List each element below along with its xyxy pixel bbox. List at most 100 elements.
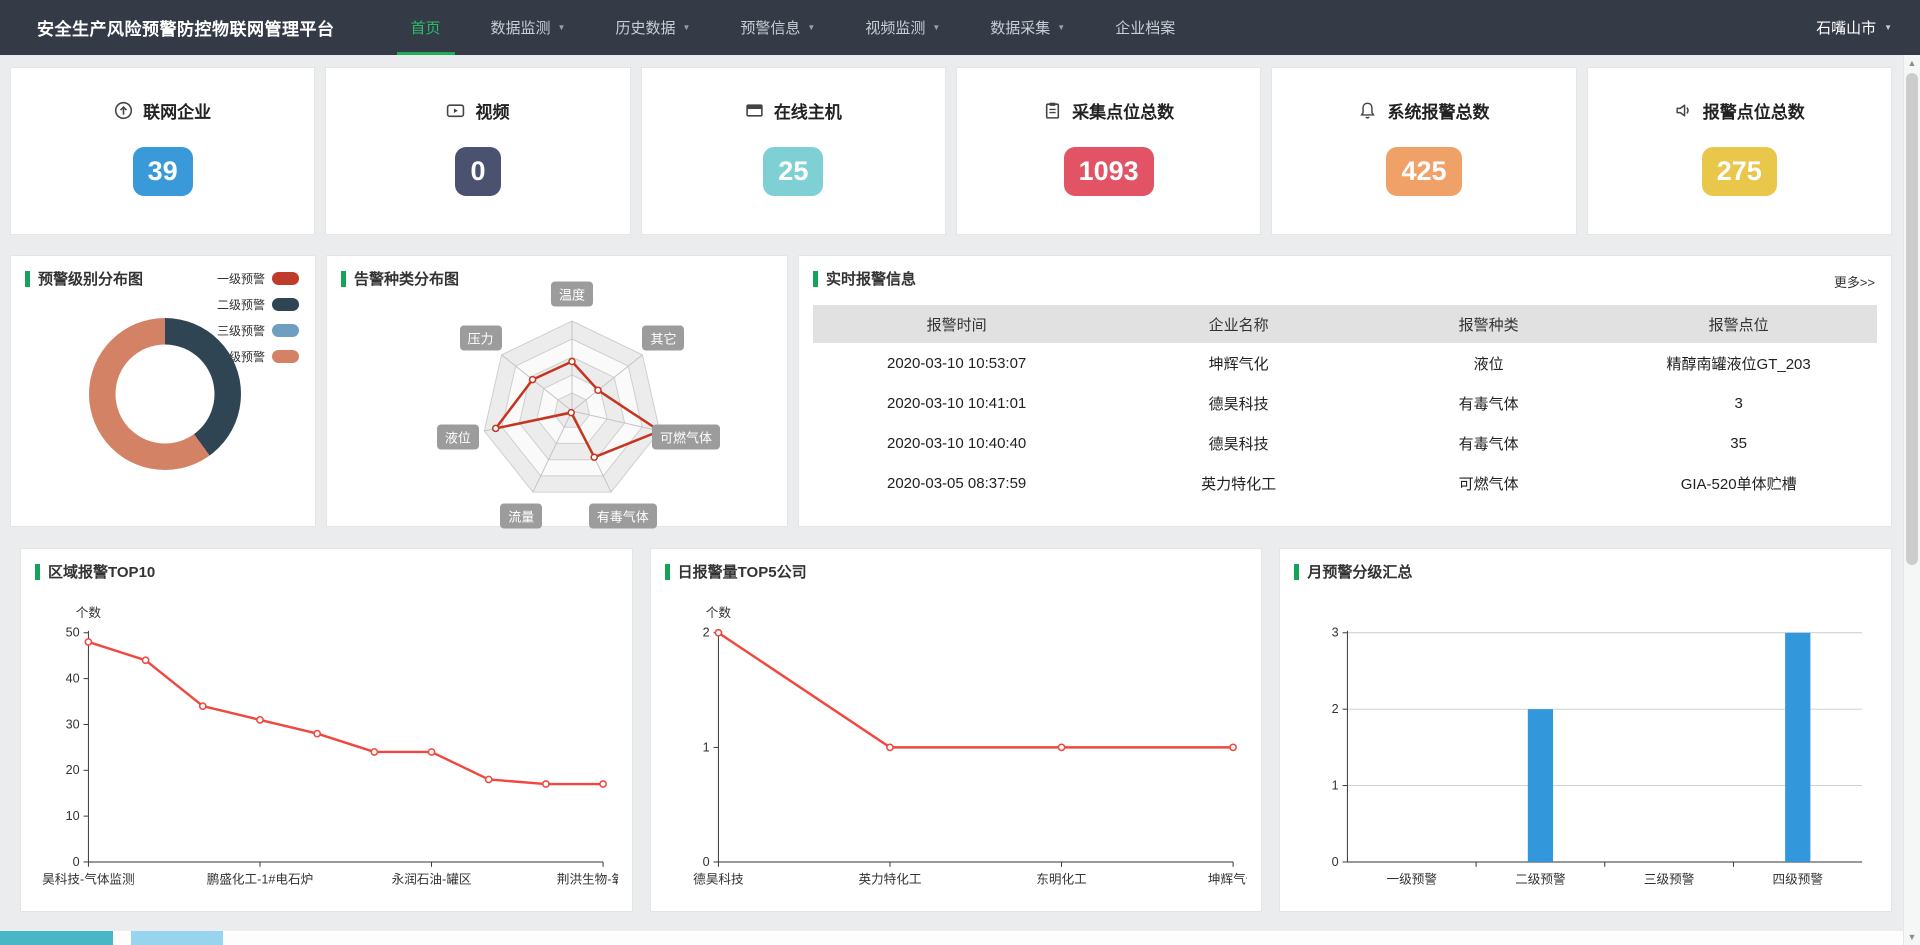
stat-value: 275: [1701, 147, 1777, 196]
nav-item-home[interactable]: 首页: [396, 0, 455, 55]
svg-text:50: 50: [66, 626, 80, 640]
stat-label: 在线主机: [773, 103, 842, 122]
alarm-time: 2020-03-10 10:40:40: [886, 434, 1027, 452]
radar-axis-label: 压力: [459, 325, 502, 351]
stat-value: 0: [455, 147, 501, 196]
app-title: 安全生产风险预警防控物联网管理平台: [37, 20, 335, 39]
vertical-scrollbar[interactable]: ▲ ▼: [1903, 55, 1920, 945]
svg-text:2: 2: [1332, 702, 1339, 716]
monitor-icon: [746, 104, 763, 117]
alarm-type: 液位: [1473, 355, 1504, 373]
table-row: 2020-03-05 08:37:59 英力特化工 可燃气体 GIA-520单体…: [813, 463, 1877, 503]
svg-text:0: 0: [73, 855, 80, 869]
nav-item-data-monitoring[interactable]: 数据监测 ▼: [477, 0, 580, 55]
legend-item: 三级预警: [217, 322, 299, 339]
warning-level-distribution-panel: 预警级别分布图 一级预警 二级预警 三级预警 四级预警: [10, 255, 316, 527]
table-row: 2020-03-10 10:53:07 坤辉气化 液位 精醇南罐液位GT_203: [813, 343, 1877, 383]
more-link[interactable]: 更多>>: [1833, 275, 1875, 290]
monthly-warning-summary-chart: 0 1 2 3 一级预警 二级预警 三级预警 四级预警: [1332, 626, 1863, 886]
svg-text:一级预警: 一级预警: [1387, 871, 1438, 886]
svg-text:永润石油-罐区: 永润石油-罐区: [392, 872, 472, 886]
stat-card-system-alarms: 系统报警总数 425: [1271, 67, 1577, 235]
nav-item-data-collection[interactable]: 数据采集 ▼: [976, 0, 1079, 55]
stat-card-collection-points: 采集点位总数 1093: [955, 67, 1262, 235]
radar-axis-label: 温度: [550, 281, 594, 307]
svg-text:30: 30: [66, 717, 80, 731]
column-header: 报警种类: [1458, 316, 1519, 334]
stats-row: 联网企业 39 视频 0 在线主机 25: [10, 67, 1892, 235]
clipboard-icon: [1046, 102, 1060, 119]
nav-item-history-data[interactable]: 历史数据 ▼: [601, 0, 704, 55]
svg-text:三级预警: 三级预警: [1644, 871, 1695, 886]
svg-text:个数: 个数: [76, 606, 102, 620]
footer-strip: [0, 931, 1903, 945]
title-accent-bar: [664, 563, 670, 580]
scroll-down-icon[interactable]: ▼: [1907, 932, 1917, 942]
nav-item-warning-info[interactable]: 预警信息 ▼: [726, 0, 829, 55]
alarm-type-distribution-panel: 告警种类分布图 温度其它可燃气体有毒气体 流量 液位 压力: [326, 255, 788, 529]
svg-text:东明化工: 东明化工: [1036, 872, 1086, 886]
warning-level-donut-chart: [89, 318, 241, 470]
title-accent-bar: [341, 270, 346, 287]
company-name: 德昊科技: [1208, 395, 1269, 413]
radar-axis-label: 可燃气体: [652, 424, 721, 450]
donut-hole: [115, 344, 215, 444]
svg-text:四级预警: 四级预警: [1773, 871, 1824, 886]
scroll-up-icon[interactable]: ▲: [1907, 58, 1917, 68]
radar-svg: [483, 320, 664, 493]
svg-text:40: 40: [66, 672, 80, 686]
region-alarm-top10-chart: 个数 0 10 20 30 40 50 昊科技-气体监测 鹏盛化工-1#电石炉 永润石油-罐区 荆洪…: [42, 606, 618, 886]
svg-text:英力特化工: 英力特化工: [858, 872, 921, 886]
alarm-point: 35: [1730, 434, 1747, 452]
svg-text:鹏盛化工-1#电石炉: 鹏盛化工-1#电石炉: [207, 872, 314, 886]
stat-card-alarm-points: 报警点位总数 275: [1586, 67, 1892, 235]
panel-title: 预警级别分布图: [25, 268, 301, 289]
nav-item-label: 企业档案: [1115, 20, 1176, 37]
panel-title: 日报警量TOP5公司: [664, 561, 1248, 582]
region-alarm-top10-panel: 区域报警TOP10 个数 0 10 20 30 40 50 昊科技-气体监测 鹏盛化工-1#电石…: [20, 548, 633, 912]
stat-value: 425: [1386, 147, 1462, 196]
chevron-down-icon: ▼: [1884, 23, 1892, 32]
radar-axis-label: 液位: [436, 424, 479, 450]
column-header: 报警点位: [1708, 316, 1769, 334]
legend-swatch: [272, 324, 299, 337]
radar-axis-label: 有毒气体: [588, 503, 657, 529]
monthly-warning-summary-panel: 月预警分级汇总 0 1 2 3 一级预警 二级预警 三级预警 四级预警: [1279, 548, 1892, 912]
region-selector[interactable]: 石嘴山市 ▼: [1816, 17, 1892, 38]
scrollbar-thumb[interactable]: [1906, 73, 1918, 565]
radar-axis-label: 其它: [642, 325, 685, 351]
alarm-time: 2020-03-05 08:37:59: [886, 474, 1027, 492]
nav-item-label: 视频监测: [865, 20, 926, 37]
alarm-point: GIA-520单体贮槽: [1680, 475, 1797, 493]
cloud-upload-icon: [115, 101, 133, 120]
panel-title: 告警种类分布图: [341, 268, 773, 289]
svg-text:0: 0: [1332, 855, 1339, 869]
column-header: 报警时间: [926, 316, 987, 334]
chevron-down-icon: ▼: [557, 23, 566, 32]
alarm-time: 2020-03-10 10:41:01: [886, 394, 1027, 412]
chevron-down-icon: ▼: [1057, 23, 1066, 32]
svg-text:荆洪生物-氧化反: 荆洪生物-氧化反: [557, 872, 618, 886]
table-row: 2020-03-10 10:40:40 德昊科技 有毒气体 35: [813, 423, 1877, 463]
panel-title: 区域报警TOP10: [35, 561, 618, 582]
alarm-point: 3: [1734, 394, 1743, 412]
stat-value: 1093: [1063, 147, 1154, 196]
title-accent-bar: [813, 270, 818, 287]
radar-axis-label: 流量: [500, 503, 543, 529]
top-navbar: 安全生产风险预警防控物联网管理平台 首页 数据监测 ▼ 历史数据 ▼ 预警信息 …: [0, 0, 1920, 55]
chevron-down-icon: ▼: [682, 23, 691, 32]
svg-text:昊科技-气体监测: 昊科技-气体监测: [42, 871, 134, 886]
bell-icon: [1360, 102, 1376, 119]
company-name: 英力特化工: [1201, 475, 1277, 493]
stat-label: 视频: [475, 103, 510, 122]
svg-text:个数: 个数: [705, 606, 731, 620]
nav-item-enterprise-archive[interactable]: 企业档案: [1101, 0, 1189, 55]
alarm-type: 可燃气体: [1458, 475, 1519, 493]
stat-card-online-hosts: 在线主机 25: [640, 67, 946, 235]
svg-text:3: 3: [1332, 626, 1339, 640]
alarm-time: 2020-03-10 10:53:07: [886, 354, 1027, 372]
stat-card-videos: 视频 0: [325, 67, 631, 235]
stat-value: 25: [763, 147, 824, 196]
nav-item-video-monitoring[interactable]: 视频监测 ▼: [851, 0, 954, 55]
stat-value: 39: [132, 147, 193, 196]
